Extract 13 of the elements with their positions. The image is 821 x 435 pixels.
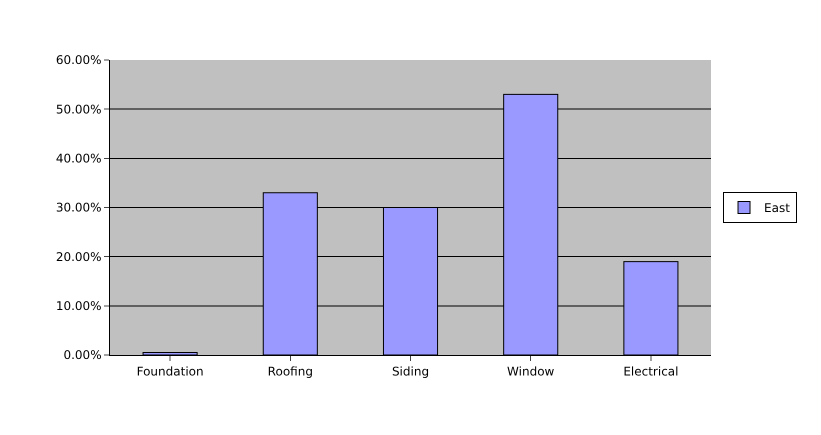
x-tick-label: Siding — [392, 364, 430, 378]
y-tick-label: 0.00% — [63, 348, 102, 362]
x-tick-label: Window — [507, 364, 555, 378]
y-tick-label: 40.00% — [56, 152, 102, 166]
x-tick-label: Foundation — [136, 364, 204, 378]
y-tick-label: 50.00% — [56, 102, 102, 116]
x-tick-label: Electrical — [623, 364, 678, 378]
legend-label: East — [764, 201, 790, 216]
y-tick-label: 30.00% — [56, 200, 102, 215]
x-tick-label: Roofing — [268, 364, 313, 378]
y-tick-label: 20.00% — [56, 250, 102, 264]
y-tick-label: 60.00% — [56, 53, 102, 68]
y-tick-label: 10.00% — [56, 299, 102, 314]
